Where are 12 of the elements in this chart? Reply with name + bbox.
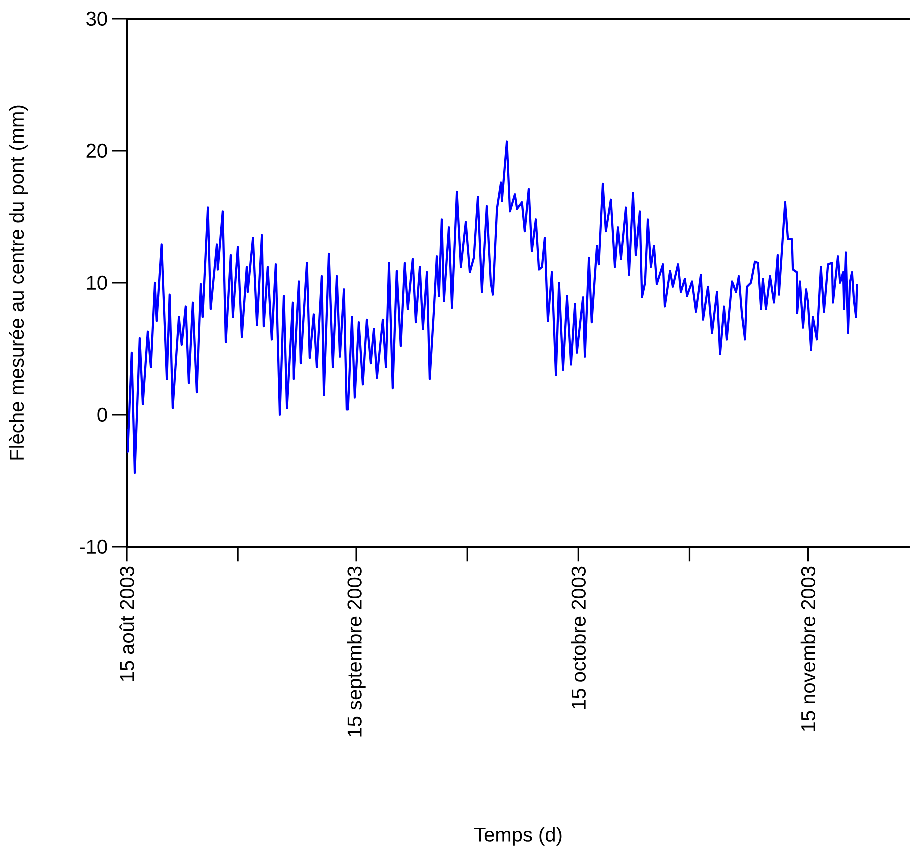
y-tick-label: 30 <box>86 12 108 26</box>
x-tick-label: 15 novembre 2003 <box>800 566 816 732</box>
x-axis-title: Temps (d) <box>474 827 562 846</box>
y-axis-title: Flèche mesurée au centre du pont (mm) <box>9 106 28 460</box>
y-tick-label: 10 <box>87 276 108 290</box>
y-tick-label: -10 <box>80 540 108 554</box>
y-tick-label: 20 <box>86 144 108 158</box>
x-tick-label: 15 octobre 2003 <box>571 566 586 709</box>
line-series <box>127 140 858 474</box>
x-tick-label: 15 août 2003 <box>120 566 134 682</box>
x-tick-label: 15 septembre 2003 <box>347 566 366 737</box>
y-tick-label: 0 <box>98 408 108 422</box>
